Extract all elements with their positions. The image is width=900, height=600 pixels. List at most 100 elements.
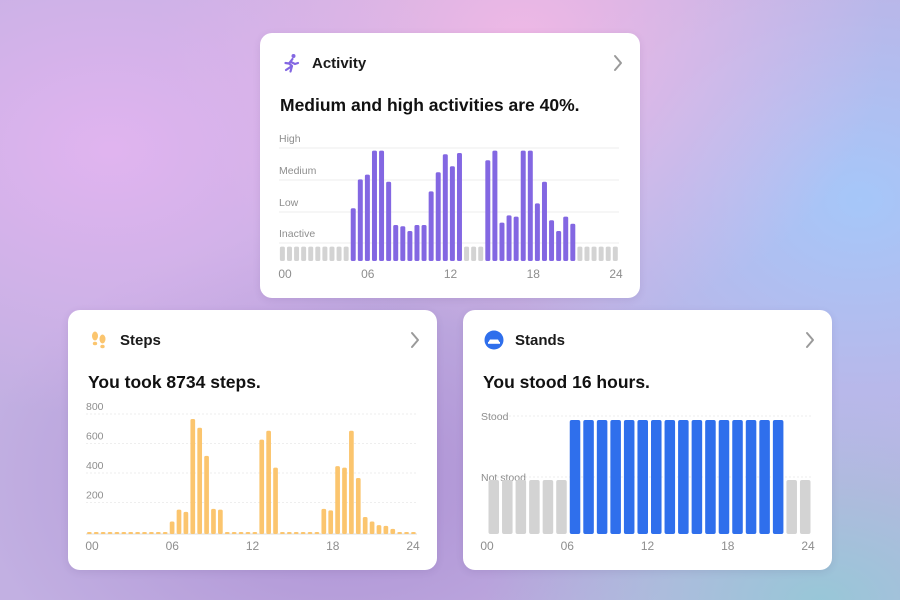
- stands-card[interactable]: Stands You stood 16 hours. Not stood Stoo…: [463, 310, 832, 570]
- steps-bar: [266, 430, 271, 534]
- activity-bar: [414, 225, 420, 261]
- stands-card-header: Stands: [483, 328, 565, 352]
- steps-bar: [218, 509, 223, 534]
- activity-bar: [449, 166, 455, 261]
- x-tick-label: 00: [480, 539, 494, 553]
- stands-bar-stood: [691, 420, 703, 534]
- stands-bar-stood: [637, 420, 648, 534]
- y-level-label: Medium: [279, 165, 317, 177]
- steps-bar: [114, 532, 120, 534]
- stands-bar-stood: [772, 420, 784, 534]
- activity-bar-inactive: [329, 246, 335, 261]
- y-level-label: Inactive: [279, 228, 315, 240]
- activity-bar: [364, 174, 370, 261]
- steps-bar: [162, 532, 168, 534]
- steps-bar: [252, 532, 258, 534]
- activity-bar: [421, 225, 427, 261]
- stands-bar-not-stood: [786, 480, 797, 534]
- stands-bar-stood: [705, 420, 716, 534]
- x-tick-label: 12: [641, 539, 655, 553]
- steps-bar: [149, 532, 154, 534]
- steps-bar: [259, 439, 265, 534]
- steps-bar: [273, 467, 278, 534]
- x-tick-label: 00: [85, 539, 99, 553]
- steps-bar: [286, 532, 292, 534]
- stands-bar-stood: [759, 420, 770, 534]
- stands-bar-stood: [583, 420, 594, 534]
- chevron-right-icon[interactable]: [409, 331, 421, 349]
- activity-bar-inactive: [308, 246, 314, 261]
- chevron-right-icon[interactable]: [612, 54, 624, 72]
- activity-card-title: Activity: [312, 54, 367, 72]
- activity-bar-inactive: [343, 246, 349, 261]
- steps-bar: [328, 510, 334, 534]
- activity-card[interactable]: Activity Medium and high activities are …: [260, 33, 640, 298]
- steps-bar: [107, 532, 113, 534]
- activity-bar: [371, 150, 377, 261]
- steps-card[interactable]: Steps You took 8734 steps. 800 600 400 200 0…: [68, 310, 437, 570]
- steps-bar: [397, 532, 403, 534]
- steps-bar: [342, 467, 347, 534]
- activity-bar: [506, 215, 512, 261]
- steps-bar: [197, 427, 203, 534]
- activity-bar: [520, 150, 526, 261]
- y-tick-label: 800: [86, 401, 104, 413]
- x-tick-label: 00: [278, 267, 292, 281]
- activity-bar: [541, 181, 547, 261]
- steps-bar: [335, 466, 340, 534]
- steps-bar: [293, 532, 299, 534]
- stands-bar-stood: [651, 420, 662, 534]
- activity-bar: [570, 223, 576, 261]
- steps-bar: [211, 508, 216, 534]
- stands-bar-not-stood: [529, 480, 540, 534]
- x-tick-label: 24: [801, 539, 815, 553]
- steps-headline: You took 8734 steps.: [88, 372, 261, 392]
- steps-bar: [383, 525, 389, 534]
- steps-bar: [321, 508, 327, 534]
- activity-bar: [379, 150, 385, 261]
- activity-headline: Medium and high activities are 40%.: [280, 95, 580, 115]
- activity-bar: [386, 181, 392, 261]
- y-level-label: Low: [279, 197, 299, 209]
- stands-bar-stood: [664, 420, 676, 534]
- steps-bar: [411, 532, 416, 534]
- chevron-right-icon[interactable]: [804, 331, 816, 349]
- activity-bar: [485, 160, 491, 261]
- activity-bar-inactive: [294, 246, 300, 261]
- steps-bar: [93, 532, 99, 534]
- running-figure-icon: [280, 52, 302, 74]
- activity-bar-inactive: [598, 246, 604, 261]
- steps-bar: [155, 532, 161, 534]
- y-level-label: Stood: [481, 411, 509, 423]
- steps-bar: [369, 521, 375, 534]
- activity-bar-inactive: [577, 246, 583, 261]
- activity-bar: [400, 226, 406, 261]
- activity-bar: [492, 150, 498, 261]
- y-level-label: High: [279, 133, 301, 145]
- stands-bar-not-stood: [488, 480, 500, 534]
- stands-bar-stood: [610, 420, 621, 534]
- steps-bar: [314, 532, 320, 534]
- x-tick-label: 24: [406, 539, 420, 553]
- stands-bar-stood: [678, 420, 689, 534]
- activity-bar: [499, 222, 505, 261]
- stands-headline: You stood 16 hours.: [483, 372, 650, 392]
- steps-bar: [390, 528, 396, 534]
- activity-bar-inactive: [336, 246, 342, 261]
- activity-bar: [456, 153, 462, 261]
- x-tick-label: 06: [361, 267, 375, 281]
- steps-bar: [280, 532, 285, 534]
- steps-bar: [404, 532, 409, 534]
- y-tick-label: 600: [86, 431, 104, 443]
- stands-bar-stood: [569, 420, 581, 534]
- steps-bar: [355, 477, 361, 534]
- stands-bar-not-stood: [515, 480, 527, 534]
- steps-bar: [204, 455, 209, 534]
- steps-bar: [224, 532, 230, 534]
- activity-bar-inactive: [584, 246, 590, 261]
- steps-bar: [128, 532, 134, 534]
- steps-bar: [300, 532, 306, 534]
- steps-bar: [307, 532, 313, 534]
- activity-bar: [350, 208, 356, 261]
- steps-bar: [245, 532, 251, 534]
